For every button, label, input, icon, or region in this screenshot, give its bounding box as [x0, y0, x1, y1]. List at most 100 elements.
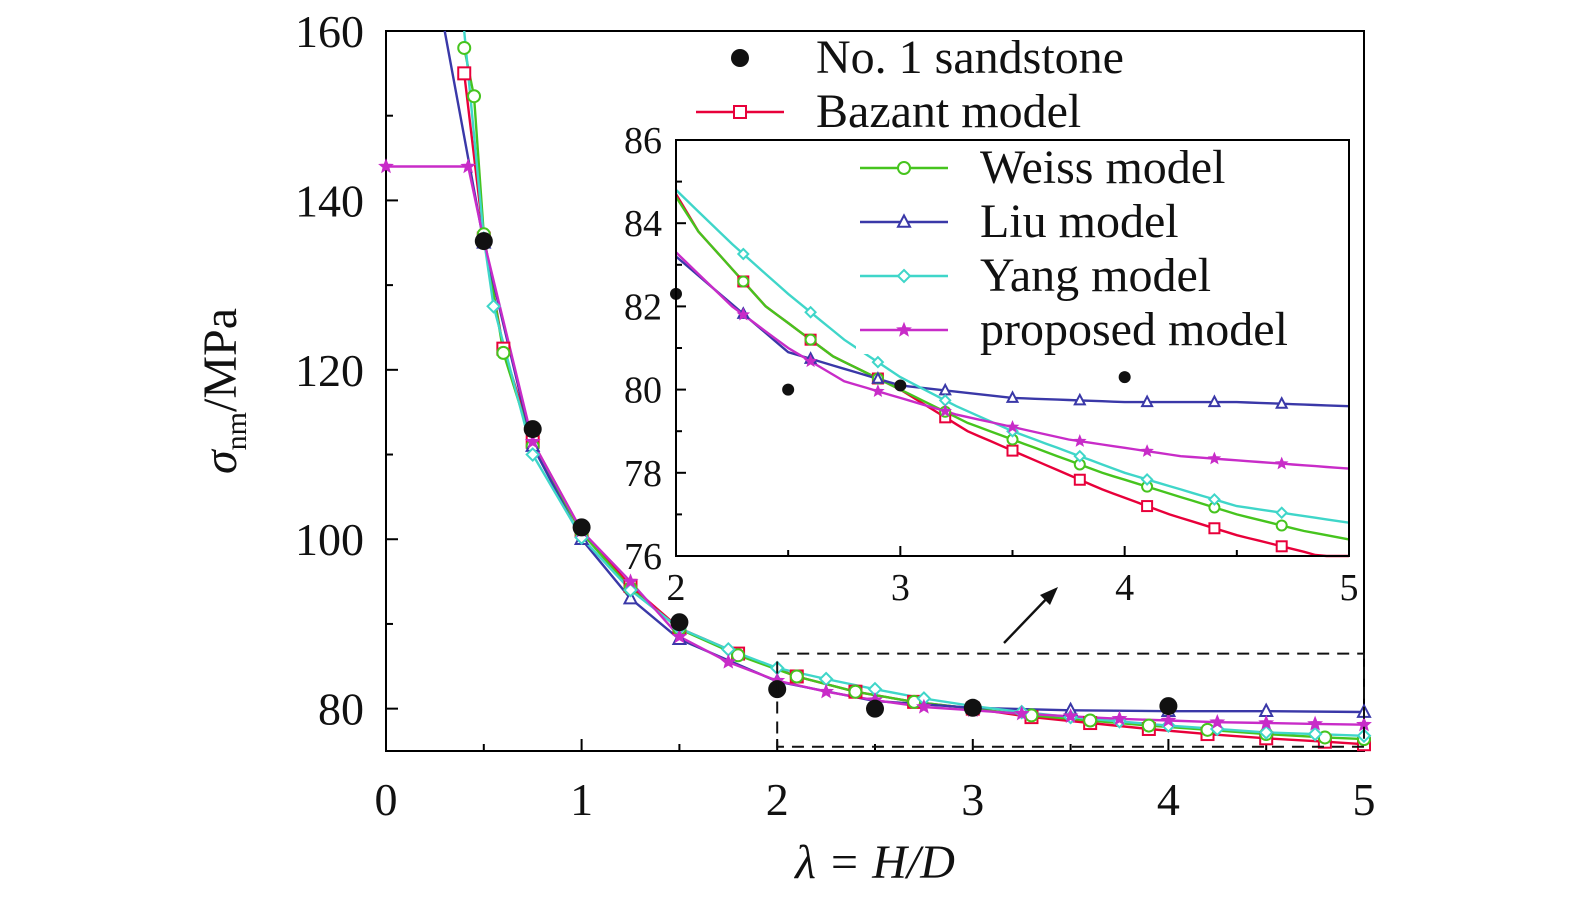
legend-label: Weiss model [980, 141, 1225, 194]
inset-data-point [1073, 392, 1087, 406]
observed-point [474, 232, 493, 251]
inset-data-point [1207, 451, 1222, 465]
inset-data-point [737, 275, 750, 288]
inset-data-point [1140, 444, 1154, 457]
inset-data-point [804, 333, 817, 346]
x-tick-label: 2 [766, 774, 789, 825]
data-point [671, 628, 688, 644]
data-point [1013, 705, 1030, 721]
inset-data-point [1275, 506, 1289, 520]
data-point [1209, 713, 1226, 729]
inset-data-point [1006, 444, 1019, 457]
inset-data-point [1275, 396, 1289, 409]
inset-data-point [938, 404, 952, 418]
inset-data-point [804, 305, 818, 319]
data-point [1307, 715, 1324, 731]
inset-ticks: 2 3 4 5 76 78 80 82 84 86 [624, 120, 1359, 609]
data-point [1160, 712, 1177, 728]
inset-x-tick-label: 3 [891, 567, 910, 609]
zoom-arrow-shaft [1003, 592, 1053, 644]
data-point [457, 66, 472, 81]
data-point [720, 653, 737, 669]
data-point [496, 345, 511, 360]
legend-label: No. 1 sandstone [816, 31, 1124, 84]
inset-data-point [1073, 449, 1087, 463]
inset-data-point [1207, 493, 1221, 506]
inset-data-point [871, 355, 885, 369]
inset-data-point [1207, 394, 1222, 408]
inset-y-tick-label: 76 [624, 536, 662, 578]
inset-data-point [1275, 540, 1288, 553]
legend-marker [896, 268, 912, 284]
inset-data-point [1140, 473, 1154, 486]
inset-data-point [1073, 434, 1087, 447]
observed-point [1159, 697, 1178, 716]
legend-marker [896, 321, 912, 337]
y-tick-label: 100 [295, 514, 364, 565]
data-point [1111, 710, 1128, 726]
y-tick-label: 140 [295, 175, 364, 226]
observed-point [523, 420, 542, 439]
observed-point [670, 613, 689, 632]
inset-data-point [1208, 522, 1221, 535]
inset-data-point [736, 247, 750, 261]
x-tick-label: 1 [570, 774, 593, 825]
data-point [622, 589, 639, 605]
data-point [848, 684, 863, 699]
inset-data-point [871, 371, 885, 384]
data-point [1141, 718, 1156, 733]
data-point [486, 298, 501, 314]
inset-observed-point [1118, 371, 1131, 384]
observed-point [963, 698, 982, 717]
main-observed-points [474, 232, 1178, 718]
observed-point [572, 518, 591, 537]
inset-y-tick-label: 80 [624, 370, 662, 412]
y-tick-label: 160 [295, 6, 364, 57]
inset-data-point [1275, 519, 1288, 532]
y-tick-label: 80 [318, 684, 364, 735]
inset-y-tick-label: 84 [624, 203, 662, 245]
data-point [1307, 726, 1323, 742]
inset-observed-point [894, 379, 907, 392]
inset-data-point [1274, 456, 1289, 470]
inset-data-point [803, 354, 818, 368]
data-point [789, 669, 804, 684]
data-point [1258, 724, 1274, 740]
inset-data-point [1140, 394, 1154, 408]
y-axis-symbol: σ [194, 448, 247, 474]
data-point [622, 573, 639, 589]
y-tick-label: 120 [295, 345, 364, 396]
data-point [378, 158, 394, 174]
inset-y-tick-label: 86 [624, 120, 662, 162]
legend-label: proposed model [980, 303, 1288, 356]
inset-data-point [1005, 419, 1020, 433]
data-point [731, 648, 746, 663]
data-point [1258, 714, 1275, 730]
inset-markers [736, 247, 1289, 553]
legend-label: Liu model [980, 195, 1179, 248]
x-tick-label: 3 [961, 774, 984, 825]
observed-point [866, 699, 884, 718]
y-axis-title: σnm/MPa [194, 308, 253, 474]
data-point [460, 158, 476, 174]
data-point [818, 683, 835, 699]
data-point [467, 89, 482, 104]
data-point [1062, 708, 1079, 723]
inset-x-tick-label: 2 [667, 567, 686, 609]
legend-marker [897, 161, 911, 175]
x-tick-label: 5 [1353, 774, 1376, 825]
main-ticks: 0 1 2 3 4 5 80 100 120 140 160 [295, 6, 1376, 825]
x-tick-label: 0 [375, 774, 398, 825]
x-axis-title: λ = H/D [793, 836, 955, 889]
inset-y-tick-label: 82 [624, 286, 662, 328]
x-tick-label: 4 [1157, 774, 1180, 825]
inset-observed-point [782, 383, 795, 396]
data-point [916, 698, 932, 714]
inset-x-tick-label: 5 [1340, 567, 1359, 609]
main-markers [378, 40, 1372, 752]
inset-data-point [736, 307, 751, 321]
inset-data-point [1073, 473, 1086, 486]
